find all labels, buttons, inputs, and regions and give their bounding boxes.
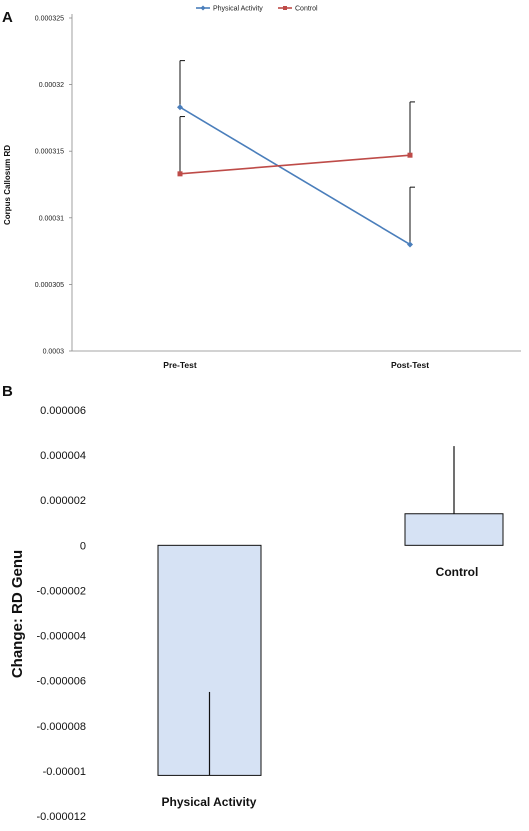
data-point	[407, 241, 413, 248]
series-line	[179, 154, 411, 175]
y-tick-label: -0.000004	[36, 631, 86, 643]
x-tick-label: Control	[436, 565, 479, 579]
chart-a: A Corpus Callosum RD 0.0003 0.000305 0.000…	[2, 5, 521, 370]
panel-label-b: B	[2, 383, 13, 400]
y-tick-label: 0.000004	[40, 450, 86, 462]
y-tick-label: -0.000002	[36, 585, 86, 597]
y-tick-label: -0.000006	[36, 676, 86, 688]
y-axis-label: Corpus Callosum RD	[3, 145, 12, 225]
y-tick-label: 0.00031	[39, 215, 64, 222]
legend-entry: Control	[295, 6, 318, 13]
legend-entry: Physical Activity	[213, 6, 263, 13]
x-tick-label: Pre-Test	[163, 360, 197, 370]
x-tick-label: Post-Test	[391, 360, 429, 370]
data-point	[407, 152, 413, 158]
y-axis-label: Change: RD Genu	[9, 550, 26, 678]
y-tick-label: 0.000006	[40, 405, 86, 417]
y-tick-label: 0.000002	[40, 495, 86, 507]
chart-b: B Change: RD Genu 0.000006 0.000004 0.0000…	[2, 383, 504, 823]
y-tick-label: -0.00001	[43, 766, 86, 778]
legend-marker	[283, 6, 287, 10]
y-tick-label: -0.000012	[36, 811, 86, 823]
series-line	[179, 106, 411, 246]
x-tick-label: Physical Activity	[162, 795, 257, 809]
y-tick-label: 0	[80, 540, 86, 552]
y-tick-label: 0.0003	[43, 349, 65, 356]
bar	[404, 513, 504, 546]
y-tick-label: 0.000325	[35, 16, 64, 23]
legend-marker	[200, 5, 206, 11]
y-tick-label: 0.00032	[39, 82, 64, 89]
y-tick-label: 0.000305	[35, 282, 64, 289]
data-point	[177, 171, 183, 177]
data-point	[177, 104, 183, 111]
y-tick-label: 0.000315	[35, 149, 64, 156]
panel-label-a: A	[2, 9, 13, 26]
y-tick-label: -0.000008	[36, 721, 86, 733]
